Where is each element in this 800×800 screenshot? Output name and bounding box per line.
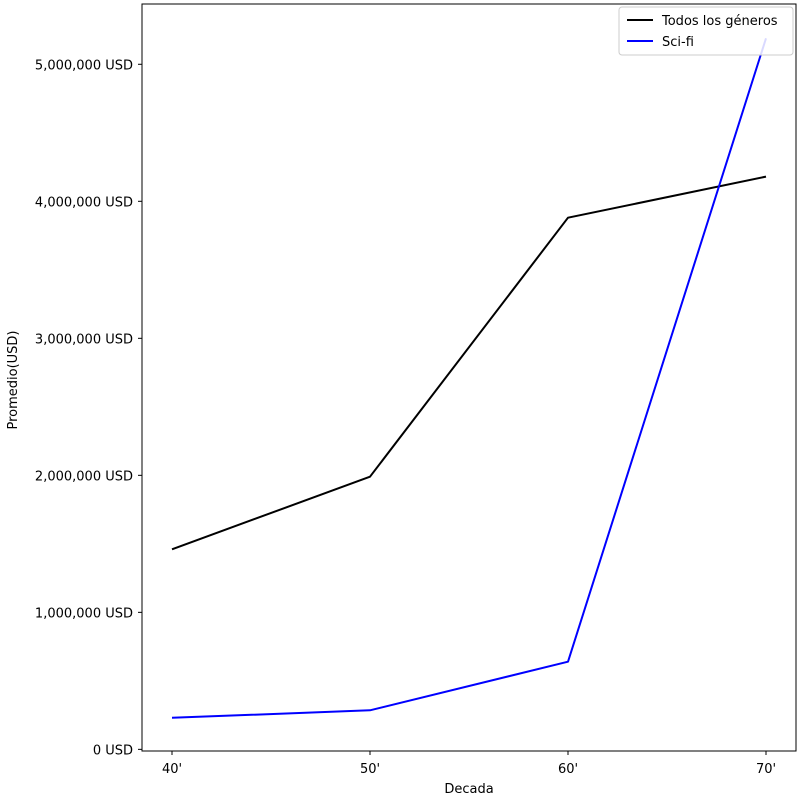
y-axis-label: Promedio(USD) [6,330,21,429]
legend-label-0: Todos los géneros [661,14,778,29]
plot-area [141,3,797,752]
x-axis-label: Decada [444,782,493,797]
x-tick-label: 50' [360,762,380,777]
x-tick-label: 60' [558,762,578,777]
y-tick-label: 4,000,000 USD [35,195,133,210]
y-tick-label: 5,000,000 USD [35,58,133,73]
legend: Todos los géneros Sci-fi [618,6,794,56]
y-tick-label: 1,000,000 USD [35,606,133,621]
x-axis: 40' 50' 60' 70' [162,751,776,777]
plot-frame [141,3,797,752]
y-tick-label: 3,000,000 USD [35,332,133,347]
series-line-0 [171,175,767,551]
series-line-1 [171,37,767,719]
y-tick-label: 2,000,000 USD [35,469,133,484]
legend-label-1: Sci-fi [662,35,694,50]
x-tick-label: 70' [756,762,776,777]
series-layer [171,37,767,719]
y-tick-label: 0 USD [93,743,133,758]
x-tick-label: 40' [162,762,182,777]
legend-box [618,6,794,56]
y-axis: 0 USD 1,000,000 USD 2,000,000 USD 3,000,000… [35,58,142,758]
